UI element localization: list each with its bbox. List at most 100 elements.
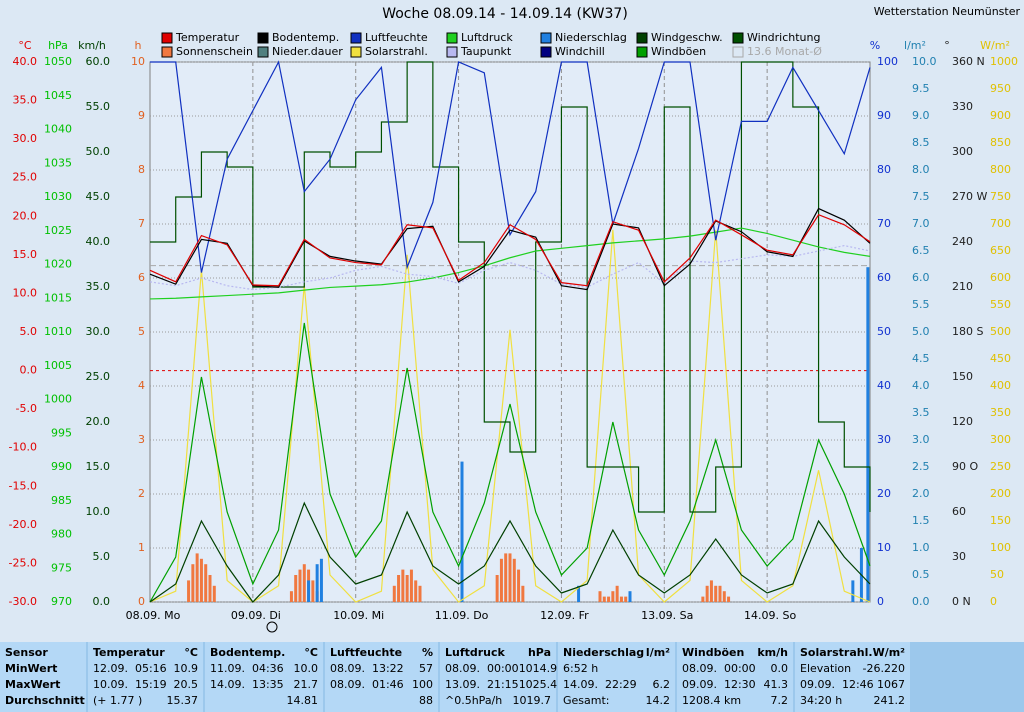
legend-swatch <box>350 32 362 44</box>
y-tick-label: 350 <box>990 406 1011 419</box>
legend-label: Taupunkt <box>460 45 512 58</box>
bar <box>191 564 195 602</box>
chart-title: Woche 08.09.14 - 14.09.14 (KW37) <box>382 6 628 22</box>
y-tick-label: 30.0 <box>13 132 38 145</box>
legend-label: Temperatur <box>175 31 240 44</box>
legend-label: Windböen <box>651 45 706 58</box>
cell-text: 09.09. 12:30 <box>682 678 756 691</box>
bar <box>619 596 623 602</box>
y-tick-label: -30.0 <box>9 595 37 608</box>
cell-text: 1025.4 <box>518 678 558 691</box>
cell-text: MaxWert <box>5 678 61 691</box>
legend-label: Solarstrahl. <box>365 45 428 58</box>
y-tick-label: 900 <box>990 109 1011 122</box>
cell-text: 12.09. 05:16 <box>93 662 167 675</box>
legend-swatch <box>161 46 173 58</box>
cell-text: 14.09. 13:35 <box>210 678 284 691</box>
y-tick-label: 2 <box>138 487 145 500</box>
panel-header: Windböen km/h <box>682 645 788 661</box>
y-tick-label: 5.5 <box>912 298 930 311</box>
cell-text: -26.220 <box>862 662 905 675</box>
y-tick-label: 5 <box>138 325 145 338</box>
cell-text: 20.5 <box>173 678 199 691</box>
cell-text: Luftdruck <box>445 646 505 659</box>
bar <box>187 580 191 602</box>
y-tick-label: 9.0 <box>912 109 930 122</box>
x-tick-label: 13.09. Sa <box>641 609 693 622</box>
bar <box>577 585 581 602</box>
y-tick-label: 0.0 <box>912 595 930 608</box>
bar <box>289 591 293 602</box>
chart: Woche 08.09.14 - 14.09.14 (KW37) Wetters… <box>9 5 1020 633</box>
table-panel: Bodentemp. °C 11.09. 04:36 10.0 14.09. 13:35… <box>205 642 323 712</box>
cell-text: 241.2 <box>873 694 906 707</box>
cell-text: Durchschnitt <box>5 694 85 707</box>
x-tick-label: 12.09. Fr <box>540 609 589 622</box>
cell-text: 14.09. 22:29 <box>563 678 637 691</box>
bar <box>866 267 870 602</box>
y-tick-label: 50 <box>877 325 891 338</box>
cell-text: 10.09. 15:19 <box>93 678 167 691</box>
table-panel: Windböen km/h 08.09. 00:00 0.0 09.09. 12:30 4… <box>677 642 793 712</box>
y-tick-label: 250 <box>990 460 1011 473</box>
axis-unit: °C <box>18 39 32 52</box>
y-tick-label: 980 <box>51 528 72 541</box>
bar <box>418 585 422 602</box>
table-panel: Luftdruck hPa 08.09. 00:00 1014.9 13.09. 21:… <box>440 642 557 712</box>
y-tick-label: 0.5 <box>912 568 930 581</box>
panel-row: 13.09. 21:15 1025.4 <box>445 677 557 693</box>
y-tick-label: 700 <box>990 217 1011 230</box>
legend-swatch <box>446 46 458 58</box>
stats-table: Sensor MinWert MaxWert Durchschnitt Temperat… <box>0 642 1024 712</box>
panel-header: Niederschlag l/m² <box>563 645 670 661</box>
y-tick-label: -20.0 <box>9 518 37 531</box>
legend-swatch <box>257 32 269 44</box>
y-tick-label: 20.0 <box>86 415 111 428</box>
cell-text: ^0.5hPa/h <box>445 694 503 707</box>
y-tick-label: 1 <box>138 541 145 554</box>
y-tick-label: 4.5 <box>912 352 930 365</box>
y-tick-label: 1035 <box>44 156 72 169</box>
y-tick-label: 40 <box>877 379 891 392</box>
cell-text: 08.09. 00:00 <box>682 662 756 675</box>
legend-label: Windchill <box>555 45 605 58</box>
panel-row: Gesamt: 14.2 <box>563 693 670 709</box>
y-tick-label: 25.0 <box>13 171 38 184</box>
panel-row: MinWert <box>5 661 81 677</box>
panel-header: Sensor <box>5 645 81 661</box>
bar <box>307 580 311 602</box>
cell-text: Gesamt: <box>563 694 610 707</box>
y-tick-label: 1000 <box>44 393 72 406</box>
bar <box>315 564 319 602</box>
bar <box>512 558 516 602</box>
table-panel: Sensor MinWert MaxWert Durchschnitt <box>0 642 86 712</box>
panel-header: Luftfeuchte% <box>330 645 433 661</box>
cell-text: Solarstrahl. <box>800 646 873 659</box>
axis-unit: l/m² <box>904 39 926 52</box>
y-tick-label: 7.5 <box>912 190 930 203</box>
y-tick-label: -10.0 <box>9 441 37 454</box>
y-tick-label: 1000 <box>990 55 1018 68</box>
bar <box>722 591 726 602</box>
y-tick-label: 0 <box>138 595 145 608</box>
y-tick-label: 200 <box>990 487 1011 500</box>
bar <box>611 591 615 602</box>
y-tick-label: 40.0 <box>86 235 111 248</box>
panel-row: 14.81 <box>210 693 319 709</box>
bar <box>460 461 464 602</box>
y-tick-label: 0 N <box>952 595 971 608</box>
panel-row: 1208.4 km 7.2 <box>682 693 788 709</box>
cell-text: °C <box>184 646 198 659</box>
y-tick-label: 10.0 <box>912 55 937 68</box>
y-tick-label: 70 <box>877 217 891 230</box>
y-tick-label: 150 <box>952 370 973 383</box>
y-tick-label: 20 <box>877 487 891 500</box>
y-tick-label: 975 <box>51 561 72 574</box>
y-tick-label: 1045 <box>44 89 72 102</box>
cell-text: Windböen <box>682 646 745 659</box>
bar <box>199 558 203 602</box>
y-tick-label: 8.0 <box>912 163 930 176</box>
series-line <box>149 207 871 291</box>
panel-row: 08.09. 13:22 57 <box>330 661 433 677</box>
bar <box>517 569 521 602</box>
